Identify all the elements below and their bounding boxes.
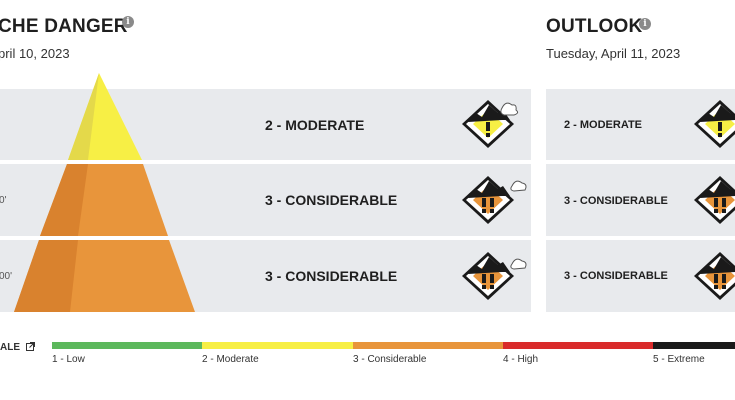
outlook-rating-upper: 2 - MODERATE <box>564 119 643 131</box>
scale-tick-extreme: 5 - Extreme <box>653 354 705 365</box>
scale-bar-extreme <box>653 342 735 349</box>
elevation-label-middle: 0' <box>0 195 7 206</box>
rating-upper: 2 - MODERATE <box>265 117 365 133</box>
elevation-label-lower: 00' <box>0 271 13 282</box>
considerable-danger-icon <box>462 176 527 224</box>
outlook-title: OUTLOOK <box>546 16 643 37</box>
info-icon[interactable]: i <box>639 18 651 30</box>
danger-scale-link[interactable]: ALE <box>0 342 35 353</box>
forecast-date: pril 10, 2023 <box>0 46 70 61</box>
moderate-danger-icon <box>462 100 519 148</box>
pyramid-upper-shade <box>68 73 99 160</box>
scale-tick-moderate: 2 - Moderate <box>202 354 259 365</box>
scale-tick-high: 4 - High <box>503 354 539 365</box>
pyramid-lower-shade <box>14 240 78 312</box>
moderate-danger-icon <box>694 100 735 148</box>
considerable-danger-icon <box>694 176 735 224</box>
scale-bar-considerable <box>353 342 503 349</box>
danger-pyramid <box>14 73 195 312</box>
info-icon[interactable]: i <box>122 16 134 28</box>
scale-tick-low: 1 - Low <box>52 354 85 365</box>
scale-bar-low <box>52 342 202 349</box>
outlook-rating-lower: 3 - CONSIDERABLE <box>564 270 668 282</box>
pyramid-middle-shade <box>40 164 88 236</box>
considerable-danger-icon <box>462 252 527 300</box>
scale-bar-high <box>503 342 653 349</box>
rating-middle: 3 - CONSIDERABLE <box>265 192 398 208</box>
outlook-date: Tuesday, April 11, 2023 <box>546 46 681 61</box>
rating-lower: 3 - CONSIDERABLE <box>265 268 398 284</box>
danger-scale-label: ALE <box>0 342 20 353</box>
considerable-danger-icon <box>694 252 735 300</box>
scale-tick-considerable: 3 - Considerable <box>353 354 427 365</box>
external-link-icon <box>25 342 35 351</box>
outlook-rating-middle: 3 - CONSIDERABLE <box>564 195 668 207</box>
scale-bar-moderate <box>202 342 353 349</box>
forecast-title: CHE DANGER <box>0 16 128 37</box>
